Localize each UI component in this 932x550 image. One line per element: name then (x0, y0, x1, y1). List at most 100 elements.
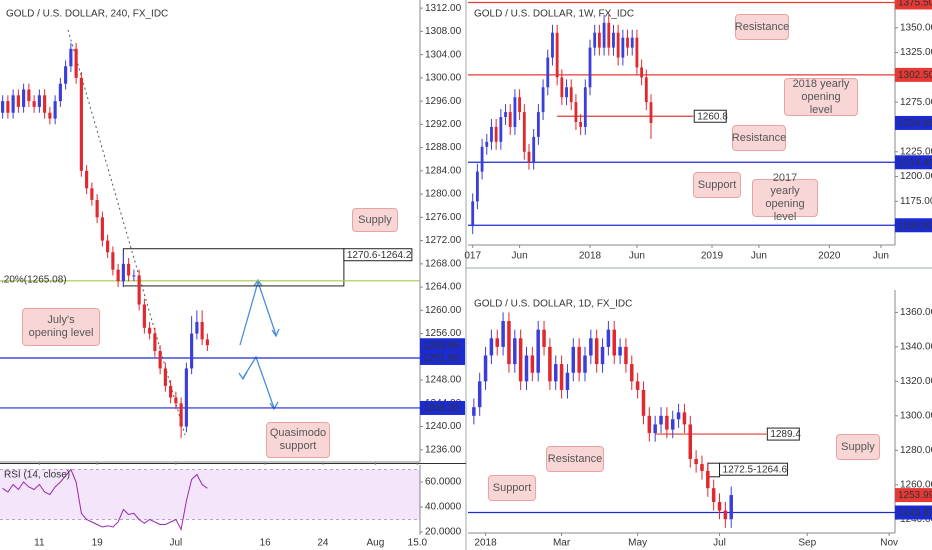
price-label-box (895, 0, 932, 10)
price-label-box (895, 155, 932, 170)
x-tick-label: 24 (317, 538, 329, 549)
candle-body (551, 32, 554, 58)
candle-body (43, 95, 47, 113)
y-tick-label: 1360.00 (900, 307, 932, 318)
candle-body (676, 412, 681, 420)
candle-body (616, 32, 620, 58)
candle-body (665, 415, 669, 430)
candle-body (589, 338, 593, 356)
y-tick-label: 1325.00 (900, 47, 932, 58)
callout: 2017 yearly opening level (752, 172, 818, 223)
y-tick-label: 1304.00 (425, 49, 462, 60)
candle-body (475, 171, 479, 202)
x-tick-label: Mar (553, 538, 571, 549)
x-tick-label: Aug (366, 538, 384, 549)
candle-body (659, 415, 663, 425)
trendline (67, 29, 186, 436)
candle-body (507, 321, 511, 365)
candle-body (169, 385, 173, 398)
candle-body (548, 346, 552, 382)
candle-body (190, 333, 194, 369)
zone-label: 1272.5-1264.6 (723, 464, 788, 475)
candle-body (541, 87, 545, 113)
candle-body (612, 329, 616, 356)
candle-body (480, 146, 484, 172)
chart-title: GOLD / U.S. DOLLAR, 1D, FX_IDC (474, 299, 632, 310)
candle-body (559, 364, 564, 390)
y-tick-label: 1264.00 (425, 282, 462, 293)
price-label: 1214.40 (898, 157, 932, 168)
candle-body (717, 501, 722, 511)
candle-body (200, 321, 204, 340)
x-tick-label: May (628, 538, 647, 549)
price-label: 1375.50 (898, 0, 932, 9)
candle-body (682, 412, 687, 425)
candle-body (640, 67, 644, 78)
candle-body (494, 126, 498, 142)
y-tick-label: 1275.00 (900, 97, 932, 108)
candle-body (565, 372, 570, 390)
candle-body (153, 333, 157, 352)
callout: 2018 yearly opening level (784, 78, 858, 116)
y-tick-label: 1320.00 (900, 376, 932, 387)
y-tick-label: 1300.00 (900, 410, 932, 421)
candle-body (670, 419, 675, 430)
y-tick-label: 1260.00 (425, 305, 462, 316)
price-label: 1243.20 (423, 403, 460, 414)
candle-body (184, 368, 188, 427)
y-tick-label: 1350.00 (900, 22, 932, 33)
price-label-box (420, 400, 465, 415)
x-tick-label: 2019 (701, 251, 724, 262)
candle-body (158, 351, 162, 369)
callout: Support (693, 172, 741, 198)
price-label: 1150.90 (898, 220, 932, 231)
candle-body (641, 389, 646, 416)
callout: Support (488, 475, 536, 501)
candle-body (495, 338, 500, 347)
candle-body (594, 338, 599, 365)
candle-body (530, 355, 535, 373)
y-tick-label: 1308.00 (425, 26, 462, 37)
candle-body (560, 77, 564, 98)
y-tick-label: 1268.00 (425, 258, 462, 269)
arrow (242, 355, 275, 409)
candle-body (700, 464, 704, 471)
candle-body (518, 338, 523, 382)
price-label-box (420, 350, 465, 365)
price-label-box (895, 488, 932, 503)
candle-body (472, 407, 476, 416)
candle-body (583, 87, 587, 127)
candle-body (121, 263, 125, 282)
candle-body (653, 424, 657, 434)
price-label-box (895, 67, 932, 82)
x-tick-label: 017 (464, 251, 481, 262)
candle-body (600, 346, 605, 365)
price-label-box (895, 505, 932, 520)
callout: Supply (836, 434, 880, 460)
candle-body (711, 488, 716, 502)
candle-body (647, 415, 652, 434)
candle-body (485, 141, 489, 147)
x-tick-label: 16 (260, 538, 272, 549)
price-label: 1253.99 (898, 490, 932, 501)
candle-body (571, 346, 576, 373)
x-tick-label: Jun (873, 251, 889, 262)
candle-body (64, 66, 68, 84)
candle-body (588, 47, 592, 88)
price-label-box (895, 115, 932, 130)
candle-body (555, 32, 559, 78)
level-label: 1289.4 (770, 429, 801, 440)
x-tick-label: 19 (92, 538, 104, 549)
candle-body (635, 37, 639, 68)
candle-body (612, 32, 615, 48)
candle-body (58, 83, 62, 102)
candle-body (116, 269, 120, 282)
level-label: .20%(1265.08) (1, 274, 67, 285)
y-tick-label: 1292.00 (425, 119, 462, 130)
candle-body (532, 136, 536, 162)
callout: Resistance (732, 125, 786, 151)
candle-body (630, 364, 634, 382)
callout: July's opening level (22, 308, 100, 346)
